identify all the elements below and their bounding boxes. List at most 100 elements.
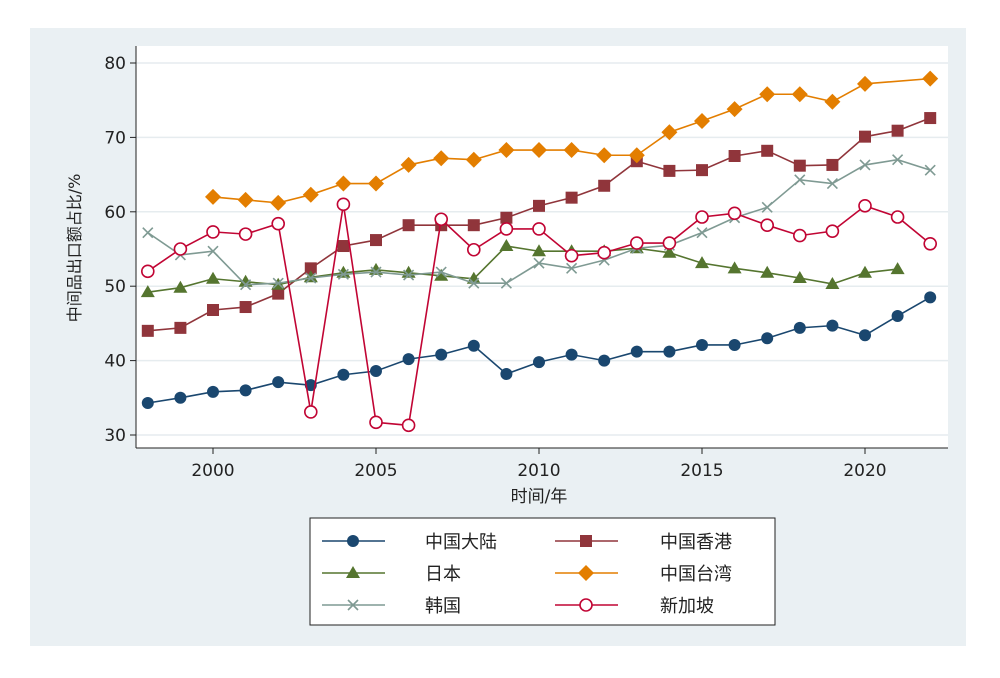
data-point: [563, 142, 580, 159]
data-point: [305, 272, 317, 284]
data-point: [891, 309, 904, 322]
data-point: [467, 219, 480, 232]
data-point: [271, 216, 286, 231]
data-point: [793, 159, 806, 172]
data-point: [402, 219, 415, 232]
data-point: [302, 186, 319, 203]
data-point: [694, 113, 710, 130]
data-point: [498, 142, 515, 159]
legend-label: 新加坡: [660, 596, 714, 617]
legend-item: 中国大陆: [322, 532, 497, 553]
data-point: [533, 356, 545, 369]
data-point: [141, 264, 155, 279]
data-point: [825, 224, 840, 238]
data-point: [826, 319, 839, 332]
legend-label: 日本: [425, 564, 461, 585]
data-point: [500, 367, 513, 380]
data-point: [726, 101, 743, 118]
data-point: [336, 197, 351, 212]
data-point: [239, 384, 252, 397]
data-point: [272, 287, 285, 300]
data-point: [695, 256, 709, 269]
data-point: [663, 345, 676, 358]
y-tick-label: 60: [104, 203, 126, 223]
data-point: [173, 242, 188, 256]
data-point: [924, 112, 937, 125]
data-point: [792, 228, 807, 243]
data-point: [433, 150, 450, 167]
legend-label: 中国香港: [660, 532, 732, 553]
data-point: [794, 174, 806, 186]
data-point: [629, 236, 644, 250]
data-point: [141, 397, 154, 410]
data-point: [923, 236, 938, 251]
series-韩国: [142, 154, 936, 291]
data-point: [238, 274, 253, 287]
data-point: [597, 245, 612, 260]
legend-item: 中国台湾: [555, 564, 732, 585]
legend-marker: [580, 535, 592, 547]
data-point: [400, 156, 417, 173]
series-line: [212, 77, 931, 204]
data-point: [922, 70, 939, 87]
legend-marker: [347, 535, 359, 547]
x-tick-label: 2015: [680, 461, 723, 481]
y-tick-label: 80: [104, 54, 126, 74]
data-point: [826, 158, 839, 171]
data-point: [272, 277, 284, 289]
data-point: [792, 271, 807, 284]
data-point: [434, 212, 449, 227]
data-point: [335, 175, 352, 192]
data-point: [207, 304, 219, 317]
data-point: [207, 385, 219, 398]
data-point: [564, 248, 579, 263]
series-中国台湾: [205, 70, 939, 211]
data-point: [435, 348, 448, 361]
y-tick-label: 30: [104, 426, 126, 446]
legend-item: 韩国: [322, 596, 461, 617]
data-point: [434, 268, 449, 281]
data-point: [370, 365, 382, 378]
y-tick-label: 40: [104, 352, 126, 372]
data-point: [696, 338, 708, 351]
data-point: [858, 265, 872, 278]
data-point: [174, 391, 187, 404]
data-point: [140, 285, 155, 298]
data-point: [272, 376, 285, 389]
data-point: [728, 338, 741, 351]
data-point: [337, 240, 350, 253]
data-point: [435, 266, 447, 278]
x-tick-label: 2005: [354, 461, 397, 481]
legend-item: 新加坡: [555, 596, 714, 617]
legend-item: 日本: [322, 564, 461, 585]
data-point: [630, 345, 643, 358]
data-point: [727, 206, 742, 221]
data-point: [205, 188, 221, 205]
data-point: [533, 199, 545, 212]
data-point: [824, 93, 841, 110]
data-point: [401, 418, 416, 433]
x-tick-label: 2010: [517, 461, 560, 481]
data-point: [207, 245, 219, 257]
y-tick-label: 50: [104, 277, 126, 297]
data-point: [761, 332, 774, 345]
legend-marker: [347, 599, 359, 611]
data-point: [465, 151, 482, 168]
data-point: [892, 154, 904, 166]
data-point: [695, 210, 709, 224]
data-point: [760, 218, 775, 232]
data-point: [141, 324, 154, 337]
data-point: [760, 265, 775, 278]
data-point: [240, 279, 252, 291]
x-tick-label: 2000: [191, 461, 234, 481]
series-中国大陆: [141, 291, 937, 410]
data-point: [859, 159, 871, 171]
data-point: [206, 225, 220, 239]
data-point: [499, 239, 514, 252]
data-point: [761, 144, 774, 157]
data-point: [858, 199, 872, 213]
legend-marker: [578, 565, 594, 581]
data-point: [598, 179, 611, 192]
